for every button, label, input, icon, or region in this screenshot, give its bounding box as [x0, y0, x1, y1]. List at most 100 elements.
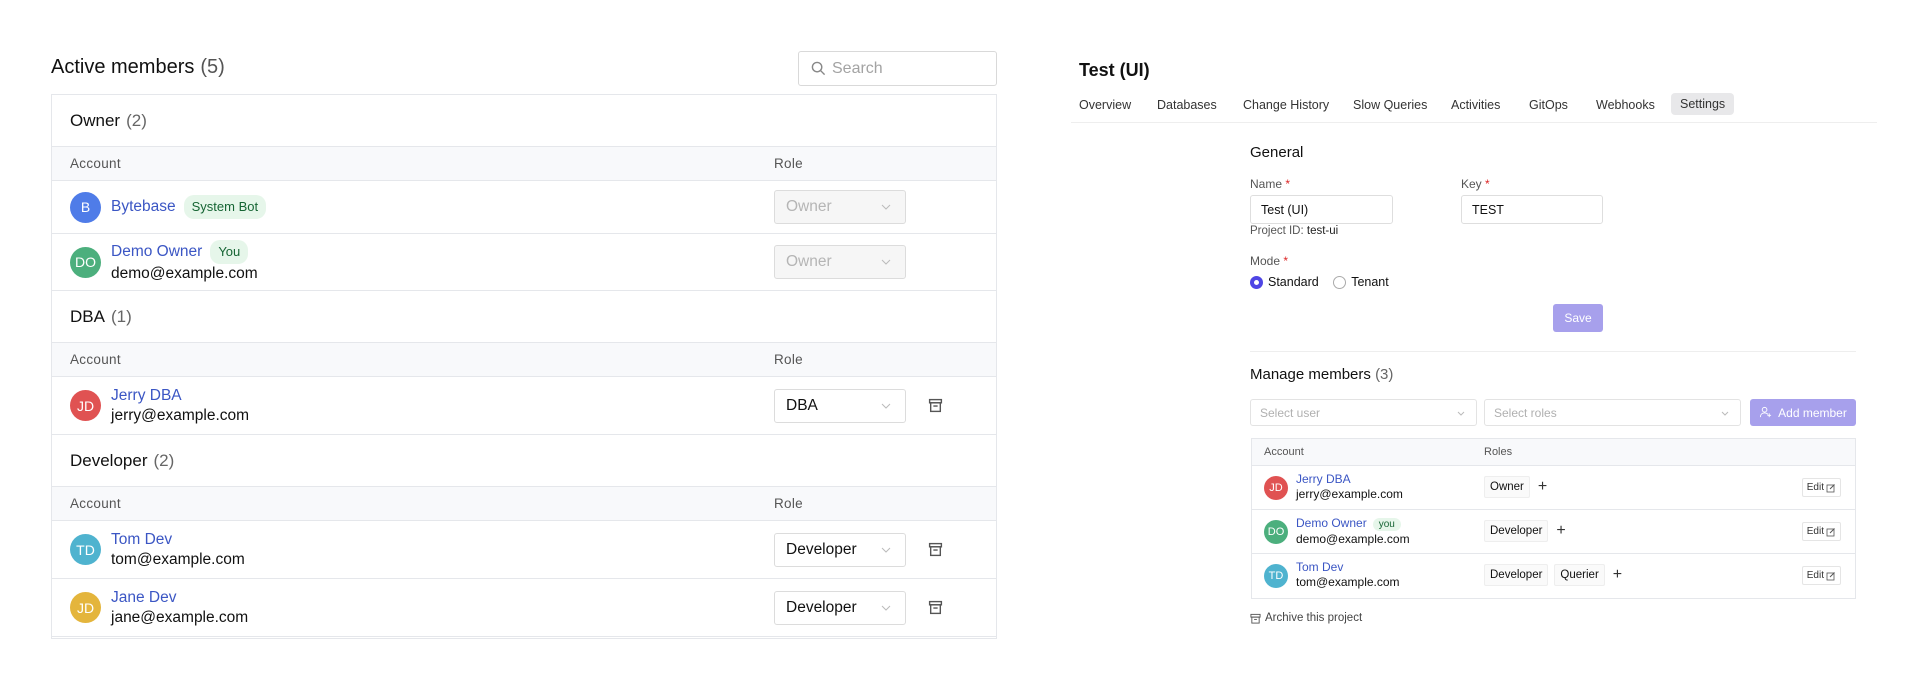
- column-header: Account Role: [52, 147, 996, 181]
- user-plus-icon: [1760, 406, 1772, 418]
- name-label: Name *: [1250, 177, 1291, 191]
- title-text: Active members: [51, 56, 195, 78]
- tab-webhooks[interactable]: Webhooks: [1596, 98, 1655, 112]
- edit-icon: [1826, 483, 1835, 492]
- name-input[interactable]: Test (UI): [1250, 195, 1393, 224]
- member-name-link[interactable]: Jerry DBA: [1296, 472, 1351, 486]
- tab-settings[interactable]: Settings: [1671, 93, 1735, 115]
- add-member-button[interactable]: Add member: [1750, 399, 1856, 426]
- avatar: JD: [70, 390, 101, 421]
- column-header: Account Role: [52, 343, 996, 377]
- edit-button[interactable]: Edit: [1801, 522, 1841, 541]
- tab-divider: [1071, 122, 1877, 123]
- manage-members-table: Account Roles JD Jerry DBA jerry@example.c…: [1251, 438, 1856, 599]
- avatar: TD: [70, 534, 101, 565]
- you-badge: you: [1372, 518, 1401, 531]
- mode-radio-group: Standard Tenant: [1250, 275, 1399, 294]
- group-header: Developer (2): [52, 435, 996, 487]
- avatar: DO: [70, 246, 101, 278]
- add-role-plus-icon[interactable]: +: [1537, 478, 1548, 495]
- search-icon: [811, 61, 826, 76]
- member-name-link[interactable]: Tom Dev: [111, 530, 173, 548]
- role-chip: Developer: [1484, 520, 1549, 542]
- chevron-down-icon: [1457, 411, 1465, 416]
- avatar: JD: [1264, 476, 1288, 500]
- select-user-dropdown[interactable]: Select user: [1250, 399, 1477, 426]
- general-heading: General: [1250, 144, 1304, 161]
- radio-tenant[interactable]: Tenant: [1333, 275, 1389, 289]
- tab-slow-queries[interactable]: Slow Queries: [1353, 98, 1428, 112]
- search-placeholder: Search: [832, 59, 883, 77]
- table-row: TD Tom Dev tom@example.com Developer: [52, 521, 996, 579]
- member-name-link[interactable]: Demo Owner: [1296, 516, 1367, 530]
- mode-label: Mode *: [1250, 254, 1289, 268]
- group-header: DBA (1): [52, 291, 996, 343]
- radio-standard[interactable]: Standard: [1250, 275, 1319, 289]
- edit-icon: [1826, 571, 1835, 580]
- search-input[interactable]: Search: [798, 51, 997, 86]
- member-badge: System Bot: [183, 195, 267, 219]
- key-input[interactable]: TEST: [1461, 195, 1603, 224]
- table-row: DO Demo Owner You demo@example.com Owner: [52, 234, 996, 291]
- role-select: Owner: [774, 245, 906, 279]
- section-divider: [1250, 351, 1856, 352]
- archive-icon[interactable]: [928, 398, 943, 413]
- role-select: Owner: [774, 190, 906, 224]
- member-name-link[interactable]: Jane Dev: [111, 588, 177, 606]
- table-row: JD Jerry DBA jerry@example.com Owner + Edi…: [1252, 466, 1855, 510]
- project-title: Test (UI): [1079, 60, 1150, 80]
- manage-members-heading: Manage members (3): [1250, 366, 1394, 383]
- member-name-link[interactable]: Bytebase: [111, 198, 176, 215]
- radio-unchecked-icon: [1333, 275, 1347, 289]
- member-email: jerry@example.com: [111, 406, 250, 424]
- avatar: B: [70, 191, 101, 223]
- table-row: B Bytebase System Bot Owner: [52, 181, 996, 234]
- member-name-link[interactable]: Tom Dev: [1296, 560, 1344, 574]
- member-name-link[interactable]: Demo Owner: [111, 243, 203, 260]
- member-email: tom@example.com: [1296, 575, 1400, 589]
- member-email: jane@example.com: [111, 608, 249, 626]
- tab-change-history[interactable]: Change History: [1243, 98, 1330, 112]
- project-id: Project ID: test-ui: [1250, 225, 1339, 237]
- chevron-down-icon: [881, 403, 891, 409]
- member-email: demo@example.com: [1296, 532, 1410, 546]
- edit-button[interactable]: Edit: [1801, 478, 1841, 497]
- member-email: demo@example.com: [111, 265, 258, 282]
- add-role-plus-icon[interactable]: +: [1612, 566, 1623, 583]
- members-panel: Owner (2) Account Role B Bytebase System Bot…: [51, 94, 997, 639]
- member-email: jerry@example.com: [1296, 487, 1403, 501]
- page-title: Active members (5): [51, 56, 225, 79]
- role-chip: Querier: [1554, 564, 1605, 586]
- chevron-down-icon: [881, 547, 891, 553]
- chevron-down-icon: [1721, 411, 1729, 416]
- chevron-down-icon: [881, 204, 891, 210]
- select-roles-dropdown[interactable]: Select roles: [1484, 399, 1741, 426]
- table-row: DO Demo Owner you demo@example.com Develop…: [1252, 510, 1855, 554]
- tab-databases[interactable]: Databases: [1157, 98, 1217, 112]
- role-chip: Developer: [1484, 564, 1549, 586]
- avatar: TD: [1264, 564, 1288, 588]
- avatar: DO: [1264, 520, 1288, 544]
- key-label: Key *: [1461, 177, 1490, 191]
- archive-icon[interactable]: [928, 542, 943, 557]
- role-chip: Owner: [1484, 476, 1530, 498]
- tab-activities[interactable]: Activities: [1451, 98, 1501, 112]
- save-button[interactable]: Save: [1553, 304, 1603, 332]
- tab-overview[interactable]: Overview: [1079, 98, 1132, 112]
- chevron-down-icon: [881, 259, 891, 265]
- member-name-link[interactable]: Jerry DBA: [111, 386, 182, 404]
- archive-icon: [1250, 613, 1261, 624]
- tab-gitops[interactable]: GitOps: [1529, 98, 1568, 112]
- add-role-plus-icon[interactable]: +: [1556, 522, 1566, 539]
- table-row: JD Jane Dev jane@example.com Developer: [52, 579, 996, 637]
- member-badge: You: [210, 240, 249, 264]
- role-select[interactable]: Developer: [774, 590, 906, 625]
- archive-project-link[interactable]: Archive this project: [1250, 612, 1362, 624]
- column-header: Account Role: [52, 487, 996, 521]
- role-select[interactable]: Developer: [774, 532, 906, 567]
- edit-button[interactable]: Edit: [1801, 566, 1841, 585]
- archive-icon[interactable]: [928, 600, 943, 615]
- chevron-down-icon: [881, 605, 891, 611]
- edit-icon: [1826, 527, 1835, 536]
- role-select[interactable]: DBA: [774, 388, 906, 423]
